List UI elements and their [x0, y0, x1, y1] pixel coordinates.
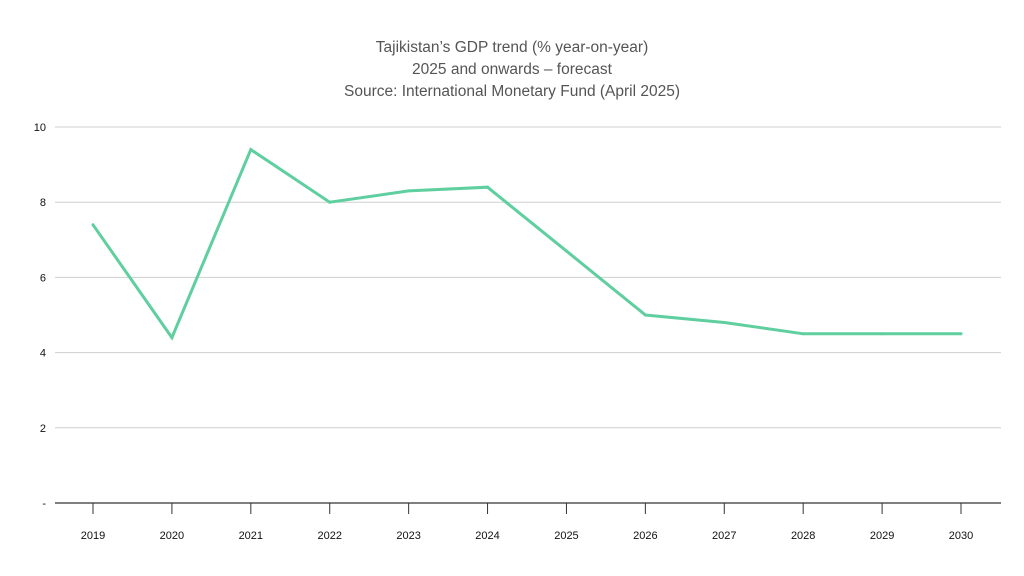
- x-tick-label: 2019: [81, 530, 105, 542]
- x-tick-label: 2029: [870, 530, 894, 542]
- data-point: [328, 200, 332, 204]
- chart-title-line-1: Tajikistan’s GDP trend (% year-on-year): [376, 39, 649, 56]
- chart-title-line-2: 2025 and onwards – forecast: [412, 61, 613, 78]
- y-tick-label: 2: [40, 423, 46, 435]
- x-tick-label: 2028: [791, 530, 815, 542]
- data-point: [801, 332, 805, 336]
- series-line-gdp: [91, 147, 961, 341]
- y-tick-label: 6: [40, 272, 46, 284]
- y-tick-label: 4: [40, 348, 46, 360]
- data-point: [564, 249, 568, 253]
- x-tick-label: 2020: [160, 530, 184, 542]
- data-point: [880, 332, 884, 336]
- series-layer: [91, 147, 963, 341]
- x-tick-label: 2024: [475, 530, 499, 542]
- data-point: [91, 223, 95, 227]
- data-point: [722, 321, 726, 325]
- gridlines: [55, 126, 1001, 429]
- x-tick-label: 2026: [633, 530, 657, 542]
- x-tick-label: 2030: [949, 530, 973, 542]
- y-tick-label: -: [42, 498, 46, 510]
- x-tick-label: 2025: [554, 530, 578, 542]
- chart-title: Tajikistan’s GDP trend (% year-on-year) …: [344, 39, 680, 100]
- x-tick-label: 2023: [396, 530, 420, 542]
- data-point: [249, 148, 253, 152]
- x-tick-label: 2027: [712, 530, 736, 542]
- data-point: [407, 189, 411, 193]
- x-axis: 2019 2020 2021 2022 2023 2024 2025 2026 2027 2028…: [55, 502, 1001, 542]
- x-tick-label: 2021: [239, 530, 263, 542]
- data-point: [486, 185, 490, 189]
- data-point: [170, 336, 174, 340]
- data-point: [959, 332, 963, 336]
- y-axis: - 2 4 6 8 10: [34, 122, 47, 510]
- data-point: [643, 313, 647, 317]
- y-tick-label: 10: [34, 122, 46, 134]
- y-tick-label: 8: [40, 197, 46, 209]
- chart-title-line-3: Source: International Monetary Fund (Apr…: [344, 83, 680, 100]
- x-tick-label: 2022: [317, 530, 341, 542]
